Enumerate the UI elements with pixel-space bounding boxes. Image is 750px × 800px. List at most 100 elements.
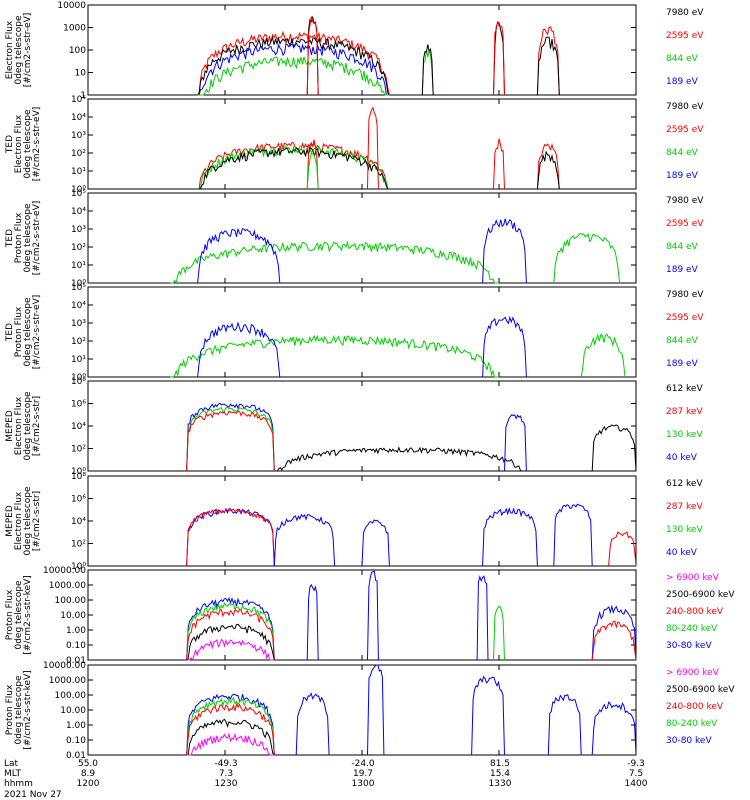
legend-entry: 189 eV	[666, 359, 699, 369]
series-trace	[186, 602, 275, 661]
y-tick-label: 100	[69, 46, 86, 56]
panel-frame	[87, 192, 637, 284]
y-tick-label: 10⁰	[71, 373, 86, 383]
panel-3: 10⁵ 10⁴ 10³ 10² 10¹ 10⁰ TED Proton Flux 0deg tel…	[5, 189, 704, 289]
series-trace	[471, 675, 505, 756]
y-label-line: Electron Flux	[14, 396, 24, 455]
legend-entry: 189 eV	[666, 77, 699, 87]
y-tick-label: 10¹	[71, 167, 86, 177]
legend-entry: 7980 eV	[666, 290, 704, 300]
y-tick-label: 10³	[71, 319, 86, 329]
series-trace	[197, 321, 281, 378]
legend-entry: 7980 eV	[666, 196, 704, 206]
y-tick-label: 10⁰	[71, 562, 86, 572]
y-tick-label: 1000.00	[49, 676, 86, 686]
legend-entry: 40 keV	[666, 453, 698, 463]
y-tick-label: 10⁶	[71, 495, 86, 505]
series-trace	[274, 446, 527, 472]
y-tick-label: 10⁴	[71, 517, 86, 527]
panel-frame	[87, 98, 637, 190]
series-trace	[306, 583, 319, 661]
y-tick-label: 10⁴	[71, 113, 86, 123]
x-tick-mlt-1: 7.3	[219, 769, 233, 779]
y-tick-label: 10⁴	[71, 422, 86, 432]
series-trace	[482, 506, 538, 567]
series-trace	[493, 605, 505, 661]
series-trace	[197, 30, 390, 96]
series-trace	[608, 531, 637, 567]
x-tick-mlt-4: 7.5	[629, 769, 643, 779]
series-trace	[591, 620, 637, 661]
y-tick-label: 1000	[63, 24, 86, 34]
series-trace	[591, 604, 637, 661]
y-label-line: [#/cm2-s-str-eV]	[32, 107, 42, 182]
panel-frame	[87, 286, 637, 378]
series-trace	[476, 575, 489, 661]
series-trace	[186, 406, 275, 472]
legend-entry: 80-240 keV	[666, 719, 718, 729]
x-tick-mlt-2: 19.7	[353, 769, 373, 779]
series-trace	[295, 692, 330, 756]
panel-4: 10⁵ 10⁴ 10³ 10² 10¹ 10⁰ TED Proton Flux 0deg tel…	[5, 283, 704, 383]
y-label-line: 0deg telescope	[23, 486, 33, 556]
y-label-line: Electron Flux	[5, 20, 15, 79]
legend-entry: 2595 eV	[666, 31, 704, 41]
y-tick-label: 10¹	[71, 355, 86, 365]
y-label-line: [#/cm2-s-str-keV]	[23, 670, 33, 749]
y-label-line: TED	[5, 229, 15, 248]
series-trace	[591, 424, 637, 472]
y-label-line: Electron Flux	[14, 114, 24, 173]
legend-entry: 40 keV	[666, 548, 698, 558]
y-axis-label: Proton Flux 0deg telescope [#/cm2-s-str-ke…	[5, 670, 33, 749]
series-trace	[504, 414, 527, 472]
y-label-line: 0deg telescope	[14, 580, 24, 650]
legend-entry: 130 keV	[666, 525, 703, 535]
series-trace	[367, 570, 379, 661]
legend-entry: 844 eV	[666, 336, 699, 346]
series-trace	[186, 508, 275, 567]
series-trace	[186, 596, 275, 661]
y-tick-label: 0.10	[66, 641, 86, 651]
y-tick-label: 10	[75, 69, 87, 79]
y-tick-label: 10⁵	[71, 95, 86, 105]
series-trace	[197, 36, 390, 96]
series-trace	[186, 410, 275, 472]
x-row-label-mlt: MLT	[4, 769, 22, 779]
series-trace	[421, 44, 434, 96]
y-label-line: Proton Flux	[14, 306, 24, 357]
legend-entry: 189 eV	[666, 171, 699, 181]
series-trace	[170, 334, 499, 378]
y-tick-label: 10⁰	[71, 467, 86, 477]
y-tick-label: 10.00	[60, 611, 86, 621]
series-trace	[197, 145, 390, 190]
y-tick-label: 0.01	[66, 656, 86, 666]
y-tick-label: 100.00	[55, 596, 87, 606]
y-tick-label: 10000.00	[43, 661, 86, 671]
legend-entry: > 6900 keV	[666, 573, 720, 583]
y-label-line: 0deg telescope	[23, 391, 33, 461]
series-trace	[547, 693, 582, 756]
y-label-line: 0deg telescope	[14, 15, 24, 85]
legend-entry: > 6900 keV	[666, 668, 720, 678]
y-tick-label: 10⁴	[71, 207, 86, 217]
series-trace	[186, 402, 275, 472]
x-tick-lat-1: -49.3	[214, 759, 237, 769]
series-trace	[186, 696, 275, 756]
y-label-line: TED	[5, 135, 15, 154]
y-tick-label: 1.00	[66, 721, 86, 731]
y-tick-label: 10²	[71, 445, 86, 455]
y-axis-label: TED Electron Flux 0deg telescope [#/cm2-s-s…	[5, 107, 42, 182]
legend-entry: 7980 eV	[666, 8, 704, 18]
legend-entry: 130 keV	[666, 430, 703, 440]
panel-7: 10000.00 1000.00 100.00 10.00 1.00 0.10 0.01 Pr…	[5, 566, 735, 666]
y-label-line: [#/cm2-s-str]	[32, 396, 42, 456]
y-tick-label: 10⁰	[71, 185, 86, 195]
series-trace	[580, 333, 626, 378]
legend-entry: 844 eV	[666, 148, 699, 158]
y-label-line: 0deg telescope	[23, 203, 33, 273]
series-trace	[367, 664, 385, 756]
y-label-line: [#/cm2-s-str-eV]	[32, 201, 42, 276]
series-trace	[482, 315, 527, 378]
